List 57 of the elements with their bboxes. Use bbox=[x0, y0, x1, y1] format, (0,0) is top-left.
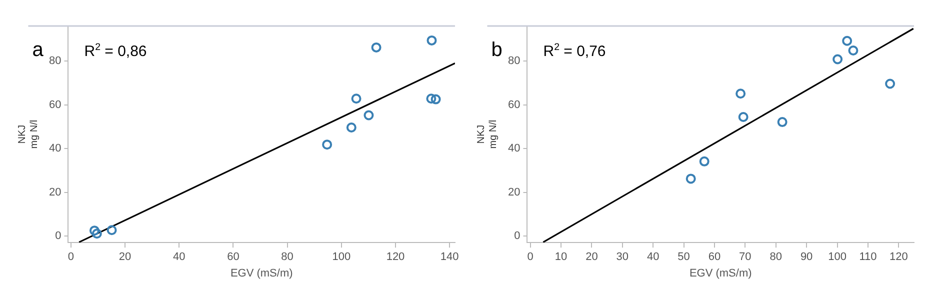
y-tick-label: 20 bbox=[48, 186, 62, 198]
y-axis-title: NKJ mg N/l bbox=[476, 120, 499, 149]
y-tick-label: 40 bbox=[48, 142, 62, 155]
point bbox=[832, 54, 843, 64]
y-tick-label: 40 bbox=[508, 142, 520, 155]
point bbox=[89, 226, 100, 236]
x-tick-label: 0 bbox=[68, 251, 74, 264]
x-tick-label: 10 bbox=[554, 251, 568, 264]
point bbox=[426, 94, 436, 104]
x-tick-label: 90 bbox=[800, 251, 813, 264]
point bbox=[426, 35, 437, 46]
y-tick-label: 80 bbox=[48, 55, 62, 68]
point bbox=[106, 225, 117, 236]
x-tick-label: 20 bbox=[118, 251, 132, 264]
x-tick-label: 80 bbox=[281, 251, 294, 264]
x-tick-label: 120 bbox=[386, 251, 405, 264]
point bbox=[736, 88, 746, 99]
x-tick-label: 120 bbox=[889, 251, 908, 264]
point bbox=[346, 122, 356, 133]
point bbox=[92, 228, 102, 239]
y-axis-title: NKJ mg N/l bbox=[16, 120, 40, 149]
point bbox=[322, 140, 332, 150]
point bbox=[885, 78, 896, 89]
x-tick-label: 60 bbox=[227, 251, 240, 264]
y-tick-label: 80 bbox=[508, 55, 520, 68]
x-tick-label: 40 bbox=[646, 251, 660, 264]
point bbox=[777, 117, 788, 128]
x-tick-label: 140 bbox=[440, 251, 459, 264]
text: b bbox=[491, 39, 502, 61]
y-tick-label: 60 bbox=[508, 98, 520, 111]
x-tick-label: 20 bbox=[586, 251, 598, 264]
point bbox=[738, 112, 748, 122]
y-tick-label: 20 bbox=[508, 186, 520, 198]
x-tick-label: 60 bbox=[708, 251, 721, 264]
point bbox=[686, 174, 696, 184]
y-tick-label: 0 bbox=[55, 230, 62, 242]
point bbox=[848, 46, 858, 56]
x-tick-label: 80 bbox=[770, 251, 782, 264]
point bbox=[371, 42, 382, 52]
point bbox=[699, 156, 710, 166]
x-tick-label: 50 bbox=[678, 251, 690, 264]
point bbox=[842, 36, 852, 46]
x-tick-label: 30 bbox=[616, 251, 629, 264]
y-tick-label: 60 bbox=[48, 98, 62, 111]
point bbox=[430, 94, 441, 104]
text: a bbox=[32, 39, 44, 61]
point bbox=[351, 94, 362, 104]
x-tick-label: 70 bbox=[739, 251, 752, 264]
point bbox=[364, 110, 374, 120]
x-tick-label: 110 bbox=[859, 251, 877, 264]
x-tick-label: 0 bbox=[527, 251, 534, 264]
x-tick-label: 100 bbox=[828, 251, 846, 264]
x-tick-label: 100 bbox=[332, 251, 351, 264]
x-axis-title: EGV (mS/m) bbox=[689, 267, 752, 280]
x-tick-label: 40 bbox=[173, 251, 186, 264]
x-axis-title: EGV (mS/m) bbox=[230, 267, 293, 280]
y-tick-label: 0 bbox=[514, 230, 520, 242]
